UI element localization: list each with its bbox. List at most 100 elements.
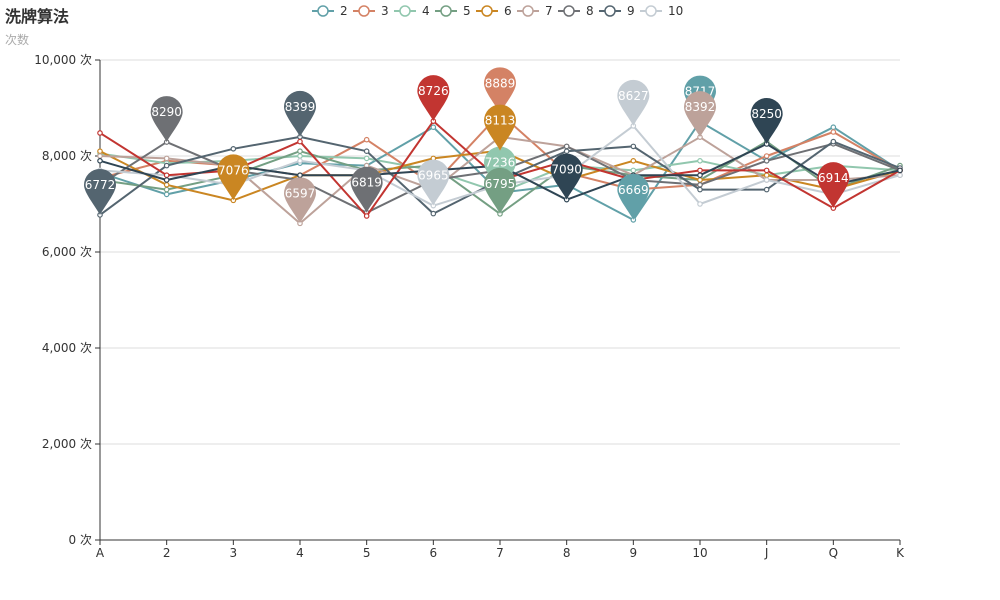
- pin-label: 8392: [685, 100, 716, 114]
- data-point: [563, 148, 570, 155]
- data-point: [897, 172, 903, 179]
- data-point: [630, 143, 637, 150]
- x-axis: A 2 3 4 5 6 7 8 9 10 J Q K: [96, 539, 905, 560]
- legend-item[interactable]: 6: [476, 4, 512, 18]
- pin-label: 8627: [618, 89, 649, 103]
- y-tick-label: 8,000 次: [42, 149, 92, 163]
- x-tick-label: Q: [829, 546, 838, 560]
- data-point: [763, 167, 770, 174]
- data-point: [97, 153, 103, 159]
- legend-label: 3: [381, 4, 389, 18]
- pin-shape: [750, 98, 783, 144]
- legend-label: 2: [340, 4, 348, 18]
- legend-item[interactable]: 10: [640, 4, 683, 18]
- pin-shape: [417, 75, 450, 122]
- legend-item[interactable]: 8: [558, 4, 594, 18]
- legend-item[interactable]: 5: [435, 4, 471, 18]
- legend-item[interactable]: 2: [312, 4, 348, 18]
- pin-shape: [284, 90, 316, 137]
- legend-label: 10: [668, 4, 683, 18]
- data-point: [763, 177, 770, 183]
- x-tick-label: 2: [163, 546, 171, 560]
- pin-shape: [817, 162, 850, 209]
- markers: 8717666988897236679581137076839265978290…: [84, 67, 850, 224]
- legend-item[interactable]: 4: [394, 4, 430, 18]
- data-point: [297, 148, 303, 155]
- data-point: [830, 124, 837, 131]
- pin-label: 7076: [218, 163, 249, 177]
- pin-shape: [617, 79, 650, 126]
- chart-subtitle: 次数: [5, 33, 30, 47]
- data-point: [697, 186, 703, 193]
- legend-item[interactable]: 7: [517, 4, 553, 18]
- data-point: [763, 153, 770, 159]
- data-point: [363, 213, 370, 219]
- pin-shape: [150, 96, 183, 143]
- pin-marker: 8726: [417, 75, 450, 122]
- pin-label: 8726: [418, 84, 449, 98]
- legend-label: 8: [586, 4, 594, 18]
- data-point: [163, 177, 170, 183]
- pin-marker: 8250: [750, 98, 783, 144]
- pin-marker: 6914: [817, 162, 850, 209]
- pin-label: 6819: [351, 176, 382, 190]
- pin-marker: 8392: [684, 91, 716, 138]
- data-point: [363, 155, 370, 162]
- pin-label: 6965: [418, 169, 449, 183]
- data-point: [697, 172, 703, 179]
- legend-item[interactable]: 9: [599, 4, 635, 18]
- pin-shape: [484, 167, 516, 214]
- pin-label: 6914: [818, 171, 849, 185]
- pin-label: 8113: [485, 114, 516, 128]
- pin-shape: [84, 168, 116, 215]
- pin-label: 8399: [285, 100, 316, 114]
- pin-shape: [284, 177, 316, 224]
- x-tick-label: A: [96, 546, 105, 560]
- pin-label: 6669: [618, 183, 649, 197]
- pin-shape: [350, 166, 383, 213]
- y-tick-label: 2,000 次: [42, 437, 92, 451]
- pin-marker: 6795: [484, 167, 516, 214]
- pin-label: 8889: [485, 76, 516, 90]
- data-point: [830, 138, 837, 145]
- pin-marker: 8113: [484, 104, 516, 151]
- pin-marker: 6772: [84, 168, 116, 215]
- data-point: [163, 182, 170, 188]
- pin-marker: 6669: [617, 173, 650, 220]
- legend-label: 4: [422, 4, 430, 18]
- data-point: [563, 143, 570, 150]
- x-tick-label: 5: [363, 546, 371, 560]
- pin-shape: [217, 154, 250, 201]
- pin-shape: [484, 104, 516, 151]
- legend-symbol: [358, 5, 370, 17]
- pin-marker: 6597: [284, 177, 316, 224]
- legend-symbol: [440, 5, 452, 17]
- data-point: [430, 210, 437, 217]
- y-tick-label: 4,000 次: [42, 341, 92, 355]
- legend-label: 9: [627, 4, 635, 18]
- data-point: [697, 167, 703, 174]
- x-tick-label: 10: [692, 546, 707, 560]
- data-point: [697, 177, 703, 183]
- legend-symbol: [563, 5, 575, 17]
- data-point: [697, 201, 703, 207]
- x-tick-label: 6: [430, 546, 438, 560]
- data-point: [697, 158, 703, 164]
- pin-shape: [617, 173, 650, 220]
- y-tick-label: 0 次: [69, 533, 92, 547]
- pin-label: 7090: [551, 163, 582, 177]
- pin-label: 8250: [751, 107, 782, 121]
- data-point: [163, 191, 170, 198]
- pin-marker: 8627: [617, 79, 650, 126]
- data-point: [897, 167, 903, 174]
- data-point: [630, 167, 637, 174]
- pin-label: 6772: [85, 178, 116, 192]
- legend-symbol: [522, 5, 534, 17]
- data-point: [297, 158, 303, 164]
- legend-symbol: [645, 5, 657, 17]
- x-tick-label: 7: [496, 546, 504, 560]
- legend-item[interactable]: 3: [353, 4, 389, 18]
- data-point: [163, 155, 170, 162]
- pin-marker: 7090: [550, 153, 583, 200]
